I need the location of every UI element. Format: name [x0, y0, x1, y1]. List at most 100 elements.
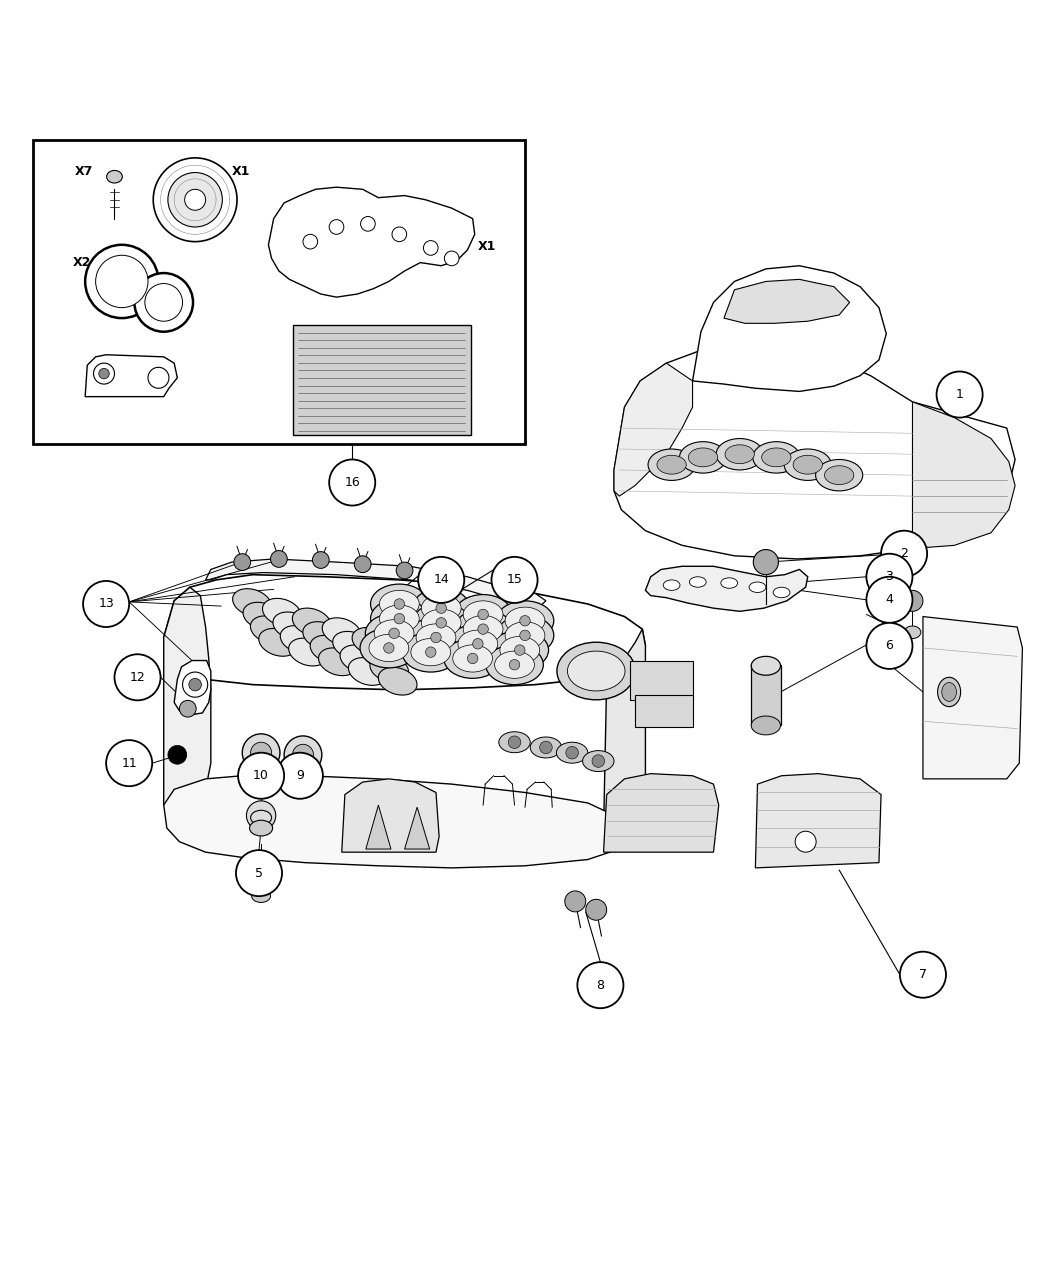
Ellipse shape: [360, 629, 418, 668]
Ellipse shape: [262, 598, 301, 626]
Ellipse shape: [310, 635, 349, 663]
Ellipse shape: [411, 639, 450, 666]
Ellipse shape: [751, 657, 780, 676]
Circle shape: [99, 368, 109, 379]
Ellipse shape: [362, 641, 401, 669]
Circle shape: [795, 831, 816, 852]
Ellipse shape: [793, 455, 822, 474]
Ellipse shape: [567, 652, 625, 691]
Ellipse shape: [378, 667, 417, 695]
Text: 9: 9: [296, 769, 303, 783]
Polygon shape: [693, 265, 886, 391]
Ellipse shape: [243, 602, 281, 630]
Polygon shape: [174, 660, 211, 715]
Circle shape: [418, 557, 464, 603]
Circle shape: [566, 746, 579, 759]
Polygon shape: [604, 629, 646, 847]
Circle shape: [937, 371, 983, 418]
Circle shape: [540, 741, 552, 754]
Ellipse shape: [413, 588, 470, 629]
Ellipse shape: [374, 620, 414, 646]
Ellipse shape: [421, 594, 461, 622]
Polygon shape: [723, 279, 849, 324]
Polygon shape: [269, 187, 475, 297]
Ellipse shape: [657, 455, 687, 474]
Ellipse shape: [349, 658, 387, 686]
Ellipse shape: [292, 608, 331, 636]
Ellipse shape: [556, 643, 635, 700]
Circle shape: [277, 752, 323, 798]
Polygon shape: [164, 775, 630, 868]
Circle shape: [392, 227, 406, 242]
Ellipse shape: [318, 648, 357, 676]
Circle shape: [425, 646, 436, 658]
Circle shape: [85, 245, 159, 317]
Polygon shape: [164, 575, 646, 690]
Ellipse shape: [379, 606, 419, 632]
Circle shape: [313, 552, 329, 569]
Ellipse shape: [497, 616, 553, 655]
Ellipse shape: [416, 623, 456, 652]
Circle shape: [396, 562, 413, 579]
Circle shape: [902, 590, 923, 611]
Ellipse shape: [333, 631, 372, 659]
Circle shape: [565, 891, 586, 912]
Ellipse shape: [280, 626, 319, 653]
Circle shape: [900, 951, 946, 998]
Polygon shape: [604, 774, 719, 852]
Text: 8: 8: [596, 979, 605, 992]
Circle shape: [360, 217, 375, 231]
Circle shape: [236, 850, 282, 896]
Circle shape: [238, 752, 285, 798]
Polygon shape: [646, 566, 807, 611]
Circle shape: [753, 550, 778, 575]
Ellipse shape: [530, 737, 562, 757]
Circle shape: [180, 700, 196, 717]
Circle shape: [866, 553, 912, 599]
Circle shape: [189, 678, 202, 691]
Circle shape: [303, 235, 318, 249]
Ellipse shape: [250, 820, 273, 836]
Ellipse shape: [449, 623, 507, 664]
Circle shape: [93, 363, 114, 384]
Circle shape: [592, 755, 605, 768]
Polygon shape: [912, 402, 1015, 548]
Ellipse shape: [455, 594, 512, 635]
Text: 16: 16: [344, 476, 360, 490]
Polygon shape: [85, 354, 177, 397]
Ellipse shape: [458, 630, 498, 658]
Ellipse shape: [407, 617, 465, 658]
Ellipse shape: [721, 578, 737, 588]
Ellipse shape: [664, 580, 680, 590]
Circle shape: [183, 672, 208, 697]
Ellipse shape: [500, 636, 540, 664]
FancyBboxPatch shape: [751, 664, 780, 725]
Circle shape: [520, 616, 530, 626]
Ellipse shape: [773, 588, 790, 598]
Circle shape: [436, 617, 446, 629]
Ellipse shape: [499, 732, 530, 752]
Circle shape: [436, 603, 446, 613]
Ellipse shape: [365, 613, 423, 653]
Circle shape: [168, 172, 223, 227]
Polygon shape: [614, 342, 1015, 558]
Ellipse shape: [716, 439, 763, 470]
Ellipse shape: [233, 589, 271, 616]
Ellipse shape: [690, 576, 707, 588]
Circle shape: [586, 899, 607, 921]
Ellipse shape: [751, 717, 780, 734]
Ellipse shape: [648, 449, 695, 481]
Circle shape: [114, 654, 161, 700]
Ellipse shape: [273, 612, 312, 640]
Circle shape: [478, 623, 488, 635]
Ellipse shape: [942, 682, 957, 701]
Text: X7: X7: [75, 164, 93, 177]
Circle shape: [514, 645, 525, 655]
Text: 1: 1: [956, 388, 964, 402]
Ellipse shape: [761, 448, 791, 467]
Circle shape: [251, 742, 272, 764]
Text: 13: 13: [99, 598, 114, 611]
Ellipse shape: [495, 652, 534, 678]
Circle shape: [134, 273, 193, 332]
Polygon shape: [755, 774, 881, 868]
